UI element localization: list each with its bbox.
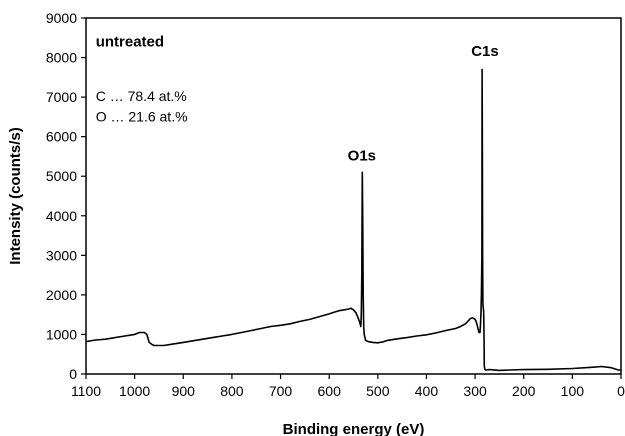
plot-area-frame bbox=[85, 17, 622, 375]
y-tick-label: 4000 bbox=[46, 208, 77, 224]
annotation-comp_c: C … 78.4 at.% bbox=[96, 88, 187, 104]
y-tick-label: 1000 bbox=[46, 326, 77, 342]
annotation-comp_o: O … 21.6 at.% bbox=[96, 109, 188, 125]
x-tick-label: 0 bbox=[617, 383, 625, 399]
x-tick-label: 300 bbox=[463, 383, 487, 399]
y-axis-label: Intensity (counts/s) bbox=[7, 127, 24, 265]
tick-layer: 1100 1000 900 800 700 600 500 400 300 200 100 00100… bbox=[46, 10, 625, 399]
y-tick-label: 5000 bbox=[46, 168, 77, 184]
x-tick-label: 600 bbox=[318, 383, 342, 399]
annotation-c1s: C1s bbox=[471, 43, 499, 60]
y-tick-label: 8000 bbox=[46, 50, 77, 66]
x-tick-label: 500 bbox=[366, 383, 390, 399]
y-tick-label: 6000 bbox=[46, 129, 77, 145]
annotation-sample: untreated bbox=[96, 33, 164, 50]
y-tick-label: 7000 bbox=[46, 89, 77, 105]
x-tick-label: 200 bbox=[512, 383, 536, 399]
annotation-layer: untreated C … 78.4 at.% O … 21.6 at.% O1s C1… bbox=[96, 33, 499, 164]
x-tick-label: 900 bbox=[172, 383, 196, 399]
x-axis-label: Binding energy (eV) bbox=[283, 421, 425, 436]
x-tick-label: 100 bbox=[561, 383, 585, 399]
y-tick-label: 9000 bbox=[46, 10, 77, 26]
x-tick-label: 1100 bbox=[71, 383, 101, 399]
x-tick-label: 800 bbox=[220, 383, 244, 399]
y-tick-label: 3000 bbox=[46, 247, 77, 263]
spectrum-line bbox=[85, 68, 621, 372]
y-tick-label: 0 bbox=[69, 366, 77, 382]
x-tick-label: 700 bbox=[269, 383, 293, 399]
y-tick-label: 2000 bbox=[46, 287, 77, 303]
x-tick-label: 1000 bbox=[119, 383, 150, 399]
x-tick-label: 400 bbox=[415, 383, 439, 399]
annotation-o1s: O1s bbox=[348, 147, 376, 164]
